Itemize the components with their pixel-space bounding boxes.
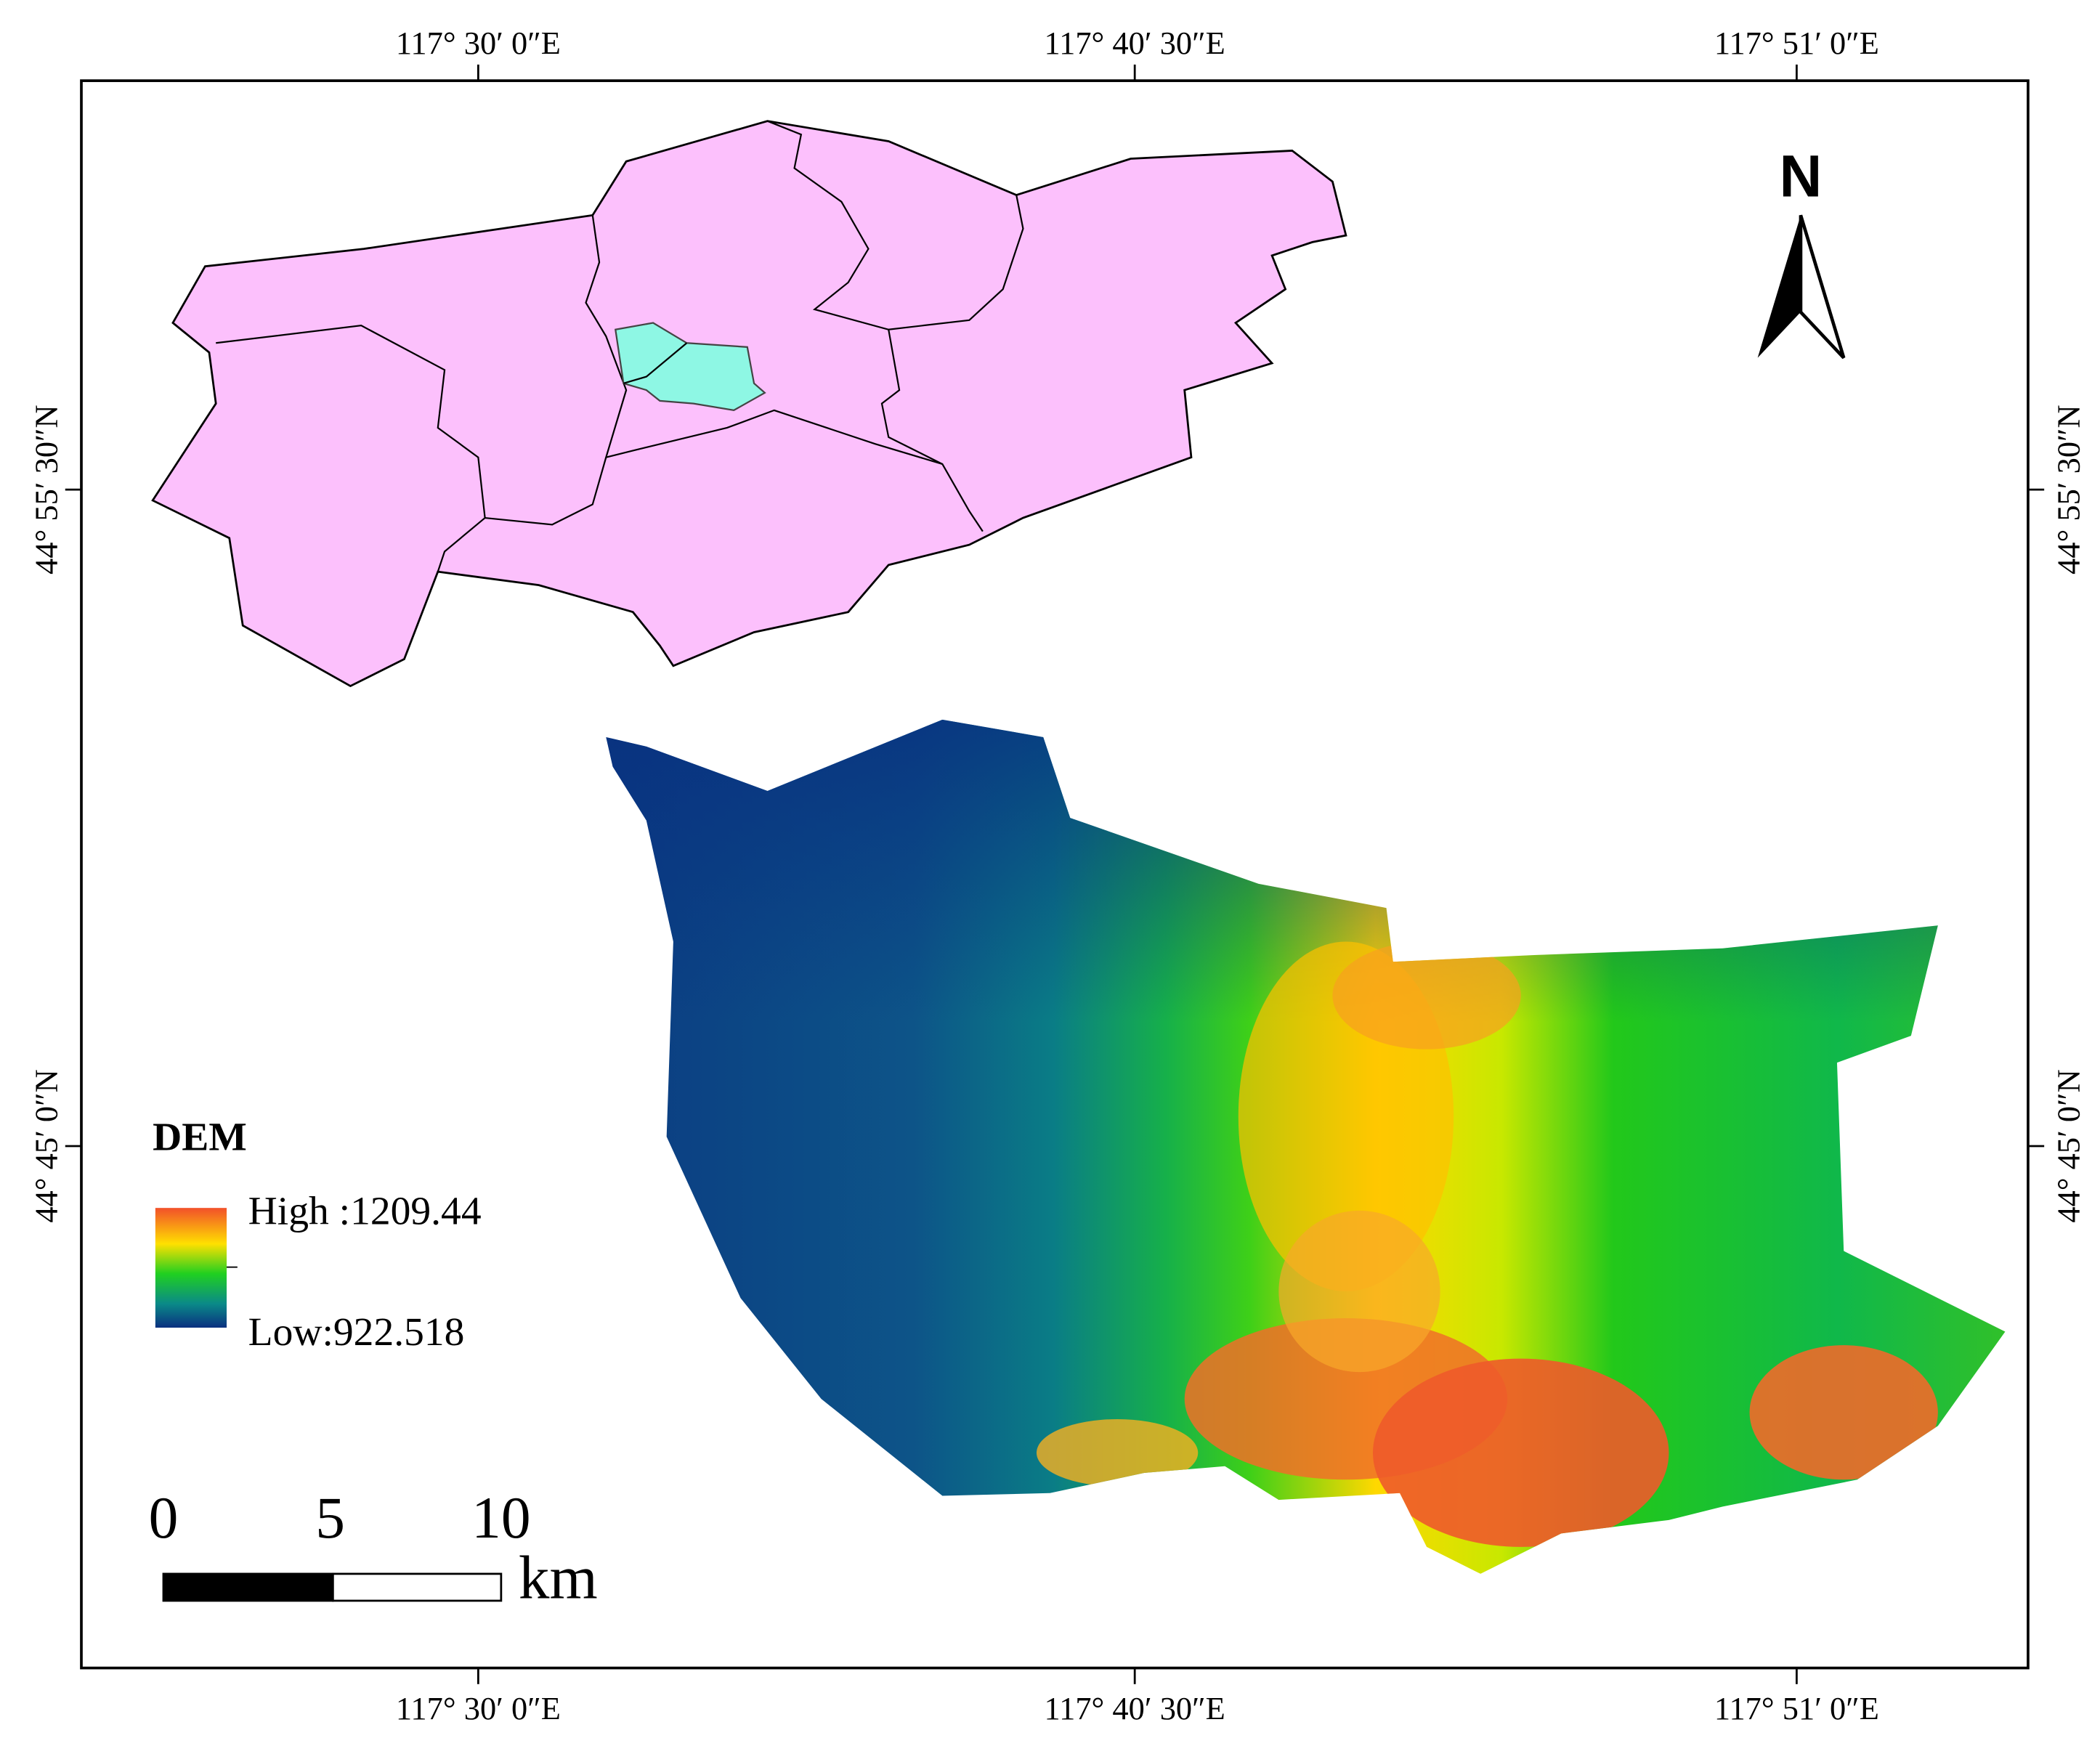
latitude-label: 44° 55′ 30″N xyxy=(28,405,65,574)
scale-bar: 0 5 10 km xyxy=(149,1485,598,1612)
location-map xyxy=(151,120,1347,688)
legend-high: High :1209.44 xyxy=(248,1188,482,1233)
graticule-ticks xyxy=(65,64,2045,1684)
dem-raster xyxy=(606,719,2006,1574)
legend-ramp xyxy=(155,1208,227,1328)
longitude-label: 117° 30′ 0″E xyxy=(396,25,561,61)
legend-low: Low:922.518 xyxy=(248,1310,465,1355)
longitude-label: 117° 30′ 0″E xyxy=(396,1690,561,1726)
latitude-label: 44° 55′ 30″N xyxy=(2050,405,2086,574)
map-frame xyxy=(80,79,2030,1670)
longitude-label: 117° 51′ 0″E xyxy=(1714,1690,1879,1726)
north-arrow: N xyxy=(1757,143,1846,360)
scale-tick-label: 0 xyxy=(149,1485,179,1551)
longitude-label: 117° 51′ 0″E xyxy=(1714,25,1879,61)
north-label: N xyxy=(1780,143,1823,209)
scale-unit: km xyxy=(519,1543,598,1612)
longitude-label: 117° 40′ 30″E xyxy=(1045,1690,1225,1726)
longitude-label: 117° 40′ 30″E xyxy=(1045,25,1225,61)
scale-tick-label: 10 xyxy=(471,1485,530,1551)
legend-title: DEM xyxy=(153,1115,247,1160)
scale-tick-label: 5 xyxy=(315,1485,345,1551)
legend: DEM High :1209.44 Low:922.518 xyxy=(153,1115,481,1355)
latitude-label: 44° 45′ 0″N xyxy=(2050,1069,2086,1222)
latitude-label: 44° 45′ 0″N xyxy=(28,1069,65,1222)
